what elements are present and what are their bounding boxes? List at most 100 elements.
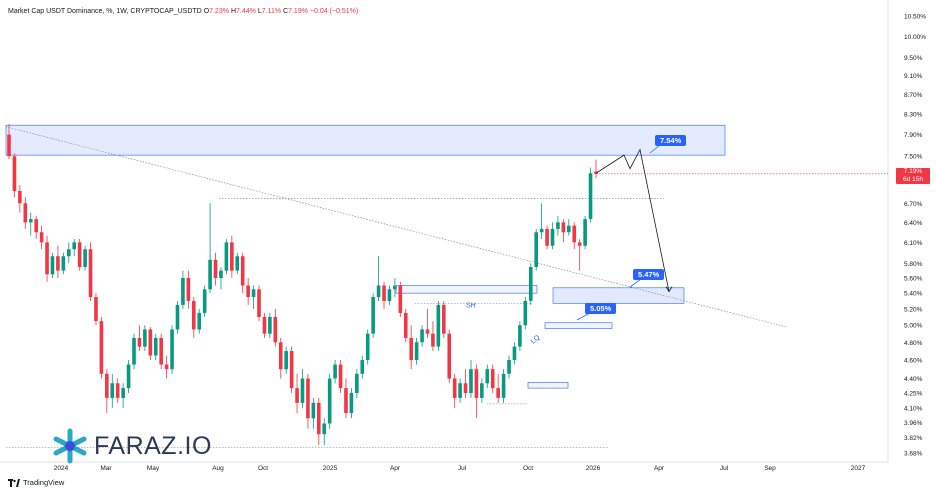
candle-body <box>278 342 283 370</box>
candle-body <box>148 329 153 356</box>
candle-body <box>528 266 533 301</box>
y-tick-label: 5.00% <box>904 323 923 330</box>
candle-body <box>474 369 479 398</box>
x-tick-label: Oct <box>258 465 268 472</box>
y-tick-label: 5.80% <box>904 261 923 268</box>
y-tick-label: 5.20% <box>904 306 923 313</box>
candle-body <box>458 383 462 398</box>
label-liquidity: LQ <box>530 334 542 346</box>
open-label: O <box>203 8 210 15</box>
candle-body <box>257 289 261 317</box>
candle-body <box>436 304 441 347</box>
close-value: 7.19% <box>288 8 308 15</box>
candle-body <box>181 278 185 305</box>
candle-body <box>143 329 147 347</box>
close-label: C <box>283 8 289 15</box>
y-tick-label: 10.00% <box>904 34 926 41</box>
candle-body <box>153 337 158 356</box>
callout-target-mid: 5.47% <box>633 269 665 280</box>
candle-body <box>442 304 446 334</box>
callout-pointer <box>629 278 642 288</box>
x-tick-label: Mar <box>100 465 112 472</box>
candle-body <box>126 364 131 389</box>
y-tick-label: 8.30% <box>904 111 923 118</box>
candle-body <box>550 228 555 246</box>
candle-body <box>360 359 365 374</box>
candle-body <box>398 285 403 313</box>
candle-body <box>186 278 191 301</box>
last-price-value: 7.19% <box>903 168 923 175</box>
high-label: H <box>230 8 237 15</box>
candle-body <box>463 383 468 393</box>
candle-body <box>577 242 582 246</box>
y-tick-label: 7.90% <box>904 132 923 139</box>
candle-body <box>191 300 196 330</box>
candle-body <box>588 173 593 220</box>
candle-body <box>409 337 413 360</box>
candle-body <box>300 378 305 403</box>
candle-body <box>485 369 490 384</box>
x-tick-label: Apr <box>390 465 401 472</box>
candle-body <box>420 329 424 343</box>
candle-body <box>50 256 55 275</box>
candle-body <box>376 285 381 298</box>
x-tick-label: Apr <box>654 465 665 472</box>
tradingview-brand[interactable]: TradingView <box>8 478 64 487</box>
candle-countdown: 6d 15h <box>903 176 923 183</box>
candle-body <box>213 259 218 279</box>
x-tick-label: 2027 <box>851 465 866 472</box>
candle-body <box>545 228 549 246</box>
y-tick-label: 9.50% <box>904 55 923 62</box>
candle-body <box>88 249 93 298</box>
candle-body <box>556 222 560 229</box>
x-tick-label: Jul <box>720 465 729 472</box>
callout-target-high: 7.54% <box>655 135 687 146</box>
candle-body <box>132 337 136 365</box>
candle-body <box>583 219 587 246</box>
candle-body <box>349 392 354 414</box>
candle-body <box>447 333 452 379</box>
candle-body <box>567 225 571 233</box>
candle-body <box>230 242 234 271</box>
candle-body <box>333 364 337 379</box>
candle-body <box>534 232 538 267</box>
x-tick-label: May <box>147 465 160 472</box>
candle-body <box>273 316 278 343</box>
candle-body <box>344 388 348 414</box>
open-value: 7.23% <box>209 8 229 15</box>
candle-body <box>251 289 256 298</box>
watermark-text: FARAZ.IO <box>94 431 212 460</box>
x-tick-label: 2025 <box>323 465 338 472</box>
candle-body <box>12 156 17 191</box>
candle-body <box>77 242 82 267</box>
candle-body <box>121 388 125 398</box>
x-tick-label: Jul <box>458 465 467 472</box>
faraz-logo-icon <box>53 428 87 464</box>
projection-path <box>595 148 670 292</box>
candle-body <box>159 337 163 365</box>
y-tick-label: 7.50% <box>904 154 923 161</box>
y-tick-label: 10.50% <box>904 14 926 21</box>
symbol-title[interactable]: Market Cap USDT Dominance, %, 1W, CRYPTO… <box>8 8 202 15</box>
candle-body <box>355 373 359 393</box>
x-tick-label: 2024 <box>54 465 69 472</box>
change-value: −0.04 (−0.51%) <box>309 8 359 15</box>
trendline <box>5 126 787 328</box>
candle-body <box>34 219 38 233</box>
y-tick-label: 4.25% <box>904 390 923 397</box>
candle-body <box>219 270 223 279</box>
candle-body <box>289 351 294 389</box>
candle-body <box>322 423 327 435</box>
candle-body <box>365 333 370 360</box>
low-value: 7.11% <box>261 8 282 15</box>
candle-body <box>39 232 44 243</box>
candle-body <box>28 219 33 223</box>
candle-body <box>175 304 180 330</box>
y-tick-label: 6.40% <box>904 220 923 227</box>
tradingview-label: TradingView <box>23 478 65 487</box>
candle-body <box>490 369 495 389</box>
x-tick-label: Sep <box>764 465 776 472</box>
demand-zone-0 <box>395 285 538 294</box>
